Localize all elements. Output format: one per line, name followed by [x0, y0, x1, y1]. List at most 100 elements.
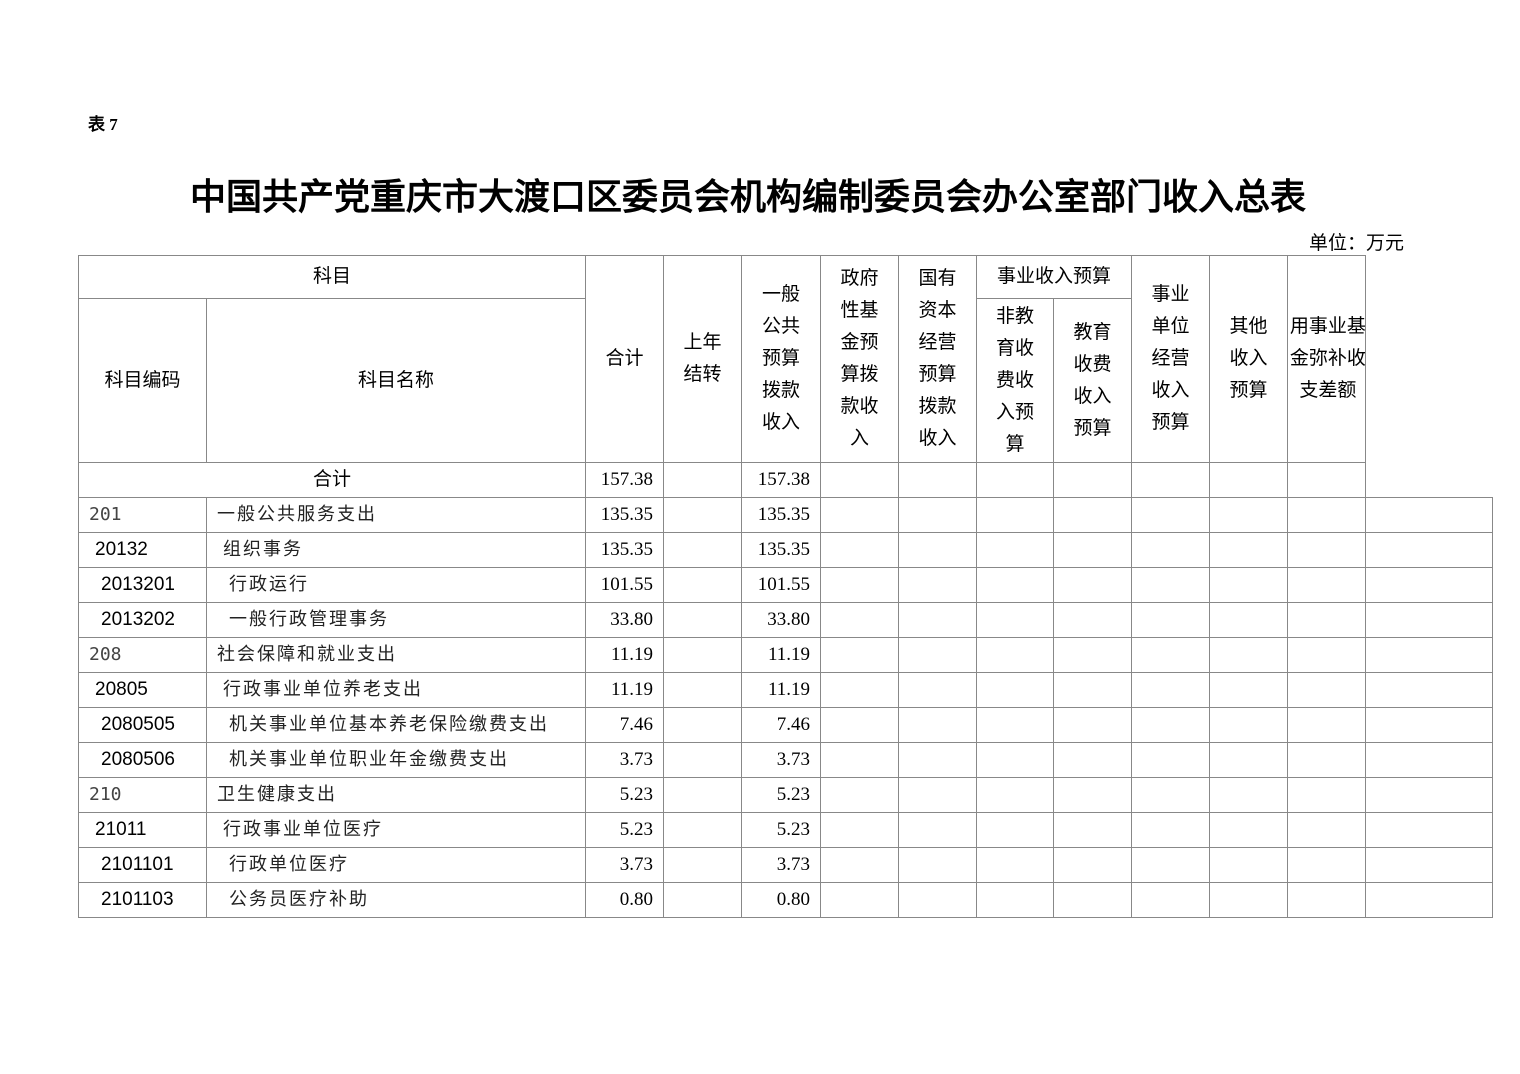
- empty-cell: [898, 882, 978, 918]
- empty-cell: [1365, 882, 1494, 918]
- empty-cell: [898, 567, 978, 603]
- empty-cell: [1131, 847, 1211, 883]
- empty-cell: [1365, 742, 1494, 778]
- general-budget-value: 33.80: [741, 602, 822, 638]
- subject-code: 201: [78, 497, 207, 533]
- empty-cell: [1365, 847, 1494, 883]
- total-value: 3.73: [585, 742, 665, 778]
- header-business-income: 事业收入预算: [976, 255, 1133, 299]
- empty-cell: [1053, 602, 1133, 638]
- empty-cell: [820, 812, 900, 848]
- empty-cell: [898, 742, 978, 778]
- empty-cell: [1209, 777, 1289, 813]
- carryover-value: [663, 532, 743, 568]
- subject-name: 机关事业单位职业年金缴费支出: [205, 742, 587, 778]
- header-code: 科目编码: [78, 298, 207, 463]
- subject-code: 2101101: [78, 847, 207, 883]
- empty-cell: [1209, 567, 1289, 603]
- empty-cell: [1209, 707, 1289, 743]
- total-value: 5.23: [585, 812, 665, 848]
- subject-name: 行政事业单位医疗: [205, 812, 587, 848]
- empty-cell: [976, 707, 1055, 743]
- subject-code: 2080506: [78, 742, 207, 778]
- header-state-capital: 国有资本经营预算拨款收入: [898, 255, 978, 463]
- empty-cell: [820, 672, 900, 708]
- subject-name: 组织事务: [205, 532, 587, 568]
- empty-cell: [976, 532, 1055, 568]
- empty-cell: [1287, 497, 1367, 533]
- empty-cell: [1209, 637, 1289, 673]
- empty-cell: [1131, 812, 1211, 848]
- general-budget-value: 7.46: [741, 707, 822, 743]
- general-budget-value: 135.35: [741, 532, 822, 568]
- empty-cell: [1053, 707, 1133, 743]
- total-general: 157.38: [741, 462, 822, 498]
- general-budget-value: 11.19: [741, 637, 822, 673]
- empty-cell: [1209, 882, 1289, 918]
- carryover-value: [663, 812, 743, 848]
- subject-name: 行政事业单位养老支出: [205, 672, 587, 708]
- header-other-income: 其他收入预算: [1209, 255, 1289, 463]
- subject-code: 208: [78, 637, 207, 673]
- table-row: 201 一般公共服务支出 135.35 135.35: [78, 497, 1494, 533]
- empty-cell: [1209, 672, 1289, 708]
- empty-cell: [898, 847, 978, 883]
- header-general-budget: 一般公共预算拨款收入: [741, 255, 822, 463]
- subject-name: 公务员医疗补助: [205, 882, 587, 918]
- empty-cell: [1131, 672, 1211, 708]
- total-value: 7.46: [585, 707, 665, 743]
- carryover-value: [663, 497, 743, 533]
- carryover-value: [663, 882, 743, 918]
- header-gov-fund: 政府性基金预算拨款收入: [820, 255, 900, 463]
- empty-cell: [1053, 637, 1133, 673]
- header-edu: 教育收费收入预算: [1053, 298, 1133, 463]
- subject-code: 20132: [78, 532, 207, 568]
- empty-cell: [820, 602, 900, 638]
- empty-cell: [976, 882, 1055, 918]
- total-value: 135.35: [585, 532, 665, 568]
- empty-cell: [1053, 882, 1133, 918]
- empty-cell: [1365, 672, 1494, 708]
- total-value: 101.55: [585, 567, 665, 603]
- subject-name: 一般公共服务支出: [205, 497, 587, 533]
- empty-cell: [898, 497, 978, 533]
- empty-cell: [1131, 497, 1211, 533]
- subject-code: 2101103: [78, 882, 207, 918]
- table-row: 20132 组织事务 135.35 135.35: [78, 532, 1494, 568]
- empty-cell: [820, 742, 900, 778]
- general-budget-value: 101.55: [741, 567, 822, 603]
- empty-cell: [1053, 742, 1133, 778]
- empty-cell: [1287, 567, 1367, 603]
- empty-cell: [1287, 532, 1367, 568]
- table-row: 2080505 机关事业单位基本养老保险缴费支出 7.46 7.46: [78, 707, 1494, 743]
- header-total: 合计: [585, 255, 665, 463]
- empty-cell: [1209, 847, 1289, 883]
- carryover-value: [663, 602, 743, 638]
- empty-cell: [1053, 847, 1133, 883]
- empty-cell: [1131, 742, 1211, 778]
- page-title: 中国共产党重庆市大渡口区委员会机构编制委员会办公室部门收入总表: [189, 177, 1306, 218]
- empty-cell: [976, 777, 1055, 813]
- empty-cell: [1365, 812, 1494, 848]
- subject-name: 社会保障和就业支出: [205, 637, 587, 673]
- empty-cell: [1209, 532, 1289, 568]
- subject-name: 行政单位医疗: [205, 847, 587, 883]
- header-fund-makeup: 用事业基金弥补收支差额: [1287, 255, 1367, 463]
- empty-cell: [1209, 812, 1289, 848]
- empty-cell: [1287, 602, 1367, 638]
- table-row: 208 社会保障和就业支出 11.19 11.19: [78, 637, 1494, 673]
- empty-cell: [1365, 532, 1494, 568]
- carryover-value: [663, 777, 743, 813]
- empty-cell: [1209, 602, 1289, 638]
- subject-code: 210: [78, 777, 207, 813]
- empty-cell: [1365, 497, 1494, 533]
- general-budget-value: 0.80: [741, 882, 822, 918]
- table-row: 21011 行政事业单位医疗 5.23 5.23: [78, 812, 1494, 848]
- empty-cell: [1131, 532, 1211, 568]
- header-carryover: 上年结转: [663, 255, 743, 463]
- empty-cell: [820, 707, 900, 743]
- table-row: 2013201 行政运行 101.55 101.55: [78, 567, 1494, 603]
- empty-cell: [1131, 637, 1211, 673]
- empty-cell: [898, 707, 978, 743]
- empty-cell: [1053, 812, 1133, 848]
